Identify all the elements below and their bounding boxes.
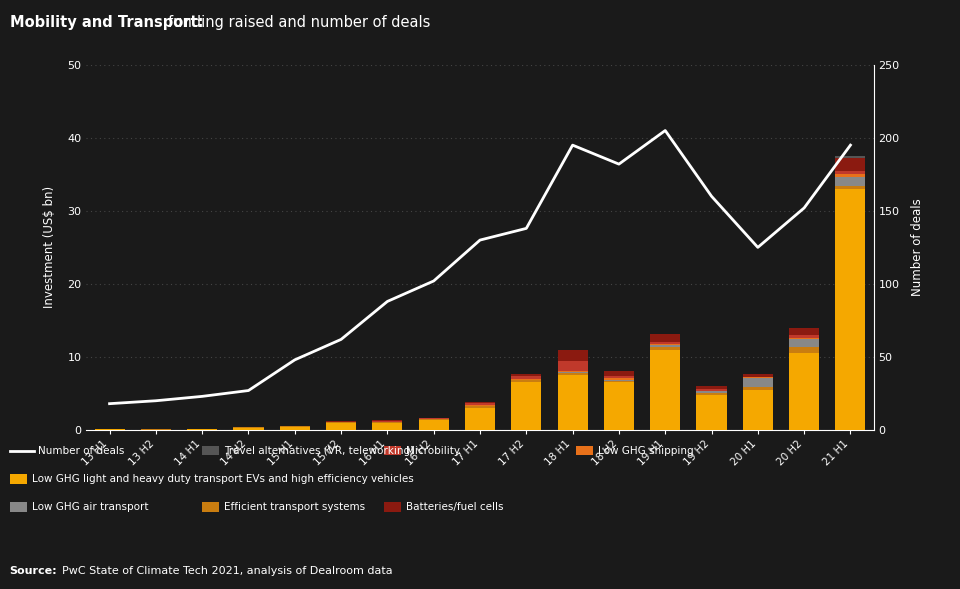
- Text: Low GHG air transport: Low GHG air transport: [32, 502, 148, 512]
- Bar: [789, 353, 819, 430]
- Bar: [372, 421, 402, 422]
- Bar: [372, 420, 402, 421]
- Bar: [512, 379, 541, 380]
- Bar: [789, 328, 819, 335]
- Bar: [512, 380, 541, 382]
- Bar: [512, 374, 541, 376]
- Bar: [743, 390, 773, 430]
- Bar: [743, 374, 773, 376]
- Bar: [558, 375, 588, 430]
- Bar: [465, 403, 495, 405]
- Bar: [512, 376, 541, 379]
- Bar: [326, 423, 356, 430]
- Text: Travel alternatives (VR, teleworking): Travel alternatives (VR, teleworking): [224, 446, 414, 455]
- Bar: [696, 393, 727, 395]
- Bar: [326, 421, 356, 422]
- Bar: [558, 371, 588, 372]
- Bar: [604, 382, 634, 430]
- Text: Batteries/fuel cells: Batteries/fuel cells: [406, 502, 504, 512]
- Bar: [233, 427, 263, 428]
- Text: PwC State of Climate Tech 2021, analysis of Dealroom data: PwC State of Climate Tech 2021, analysis…: [62, 566, 393, 576]
- Bar: [650, 334, 681, 342]
- Text: funding raised and number of deals: funding raised and number of deals: [168, 15, 430, 29]
- Bar: [743, 378, 773, 387]
- Bar: [372, 422, 402, 423]
- Bar: [604, 380, 634, 382]
- Bar: [650, 350, 681, 430]
- Bar: [372, 423, 402, 430]
- Bar: [558, 373, 588, 375]
- Bar: [512, 382, 541, 430]
- Bar: [743, 387, 773, 390]
- Bar: [604, 371, 634, 376]
- Bar: [465, 406, 495, 408]
- Text: Low GHG light and heavy duty transport EVs and high efficiency vehicles: Low GHG light and heavy duty transport E…: [32, 474, 414, 484]
- Bar: [326, 422, 356, 423]
- Text: Efficient transport systems: Efficient transport systems: [224, 502, 365, 512]
- Y-axis label: Investment (US$ bn): Investment (US$ bn): [43, 186, 57, 309]
- Bar: [419, 419, 448, 421]
- Bar: [743, 376, 773, 378]
- Bar: [558, 372, 588, 373]
- Bar: [650, 342, 681, 344]
- Bar: [650, 344, 681, 345]
- Bar: [835, 186, 866, 189]
- Bar: [604, 376, 634, 379]
- Bar: [558, 361, 588, 371]
- Text: Low GHG shipping: Low GHG shipping: [598, 446, 694, 455]
- Y-axis label: Number of deals: Number of deals: [911, 198, 924, 296]
- Text: Number of deals: Number of deals: [38, 446, 125, 455]
- Bar: [650, 345, 681, 347]
- Bar: [696, 386, 727, 389]
- Text: Mobility and Transport:: Mobility and Transport:: [10, 15, 204, 29]
- Bar: [279, 427, 310, 430]
- Bar: [465, 402, 495, 403]
- Bar: [696, 395, 727, 430]
- Bar: [835, 158, 866, 171]
- Bar: [789, 348, 819, 353]
- Bar: [789, 335, 819, 337]
- Bar: [558, 350, 588, 361]
- Bar: [279, 426, 310, 427]
- Bar: [835, 177, 866, 186]
- Bar: [696, 391, 727, 393]
- Bar: [835, 171, 866, 174]
- Bar: [835, 189, 866, 430]
- Bar: [789, 339, 819, 348]
- Bar: [696, 389, 727, 391]
- Bar: [465, 405, 495, 406]
- Bar: [465, 408, 495, 430]
- Bar: [233, 428, 263, 430]
- Bar: [604, 379, 634, 380]
- Bar: [789, 337, 819, 339]
- Text: Microbility: Microbility: [406, 446, 460, 455]
- Text: Source:: Source:: [10, 566, 58, 576]
- Bar: [419, 421, 448, 430]
- Bar: [650, 347, 681, 350]
- Bar: [187, 429, 217, 430]
- Bar: [419, 418, 448, 419]
- Bar: [94, 429, 125, 430]
- Bar: [835, 174, 866, 177]
- Bar: [835, 157, 866, 158]
